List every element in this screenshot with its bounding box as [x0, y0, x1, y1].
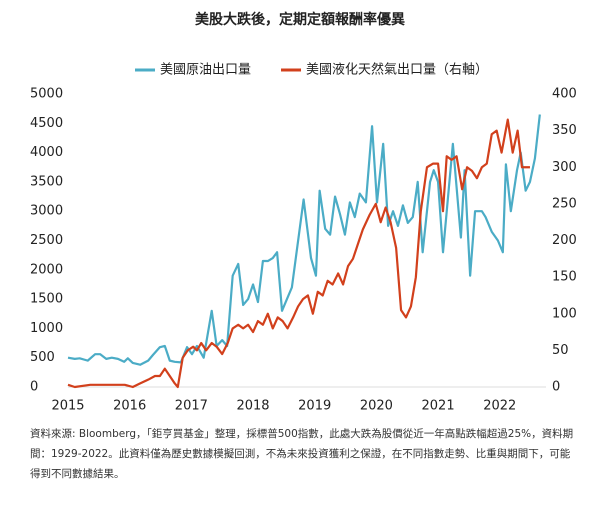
- x-tick-label: 2021: [422, 399, 455, 414]
- x-tick-label: 2022: [483, 399, 516, 414]
- y2-tick-label: 50: [552, 343, 569, 358]
- y2-tick-label: 350: [552, 123, 577, 138]
- y2-tick-label: 150: [552, 270, 577, 285]
- series-line: [67, 114, 541, 366]
- y-tick-label: 1000: [30, 321, 63, 336]
- x-tick-label: 2020: [360, 399, 393, 414]
- y-tick-label: 3500: [30, 174, 63, 189]
- y-tick-label: 0: [30, 380, 38, 395]
- y-tick-label: 2000: [30, 262, 63, 277]
- legend-label: 美國液化天然氣出口量（右軸）: [306, 62, 488, 78]
- y-tick-label: 4000: [30, 145, 63, 160]
- footnote: 間：1929-2022。此資料僅為歷史數據模擬回測，不為未來投資獲利之保證，在不…: [30, 447, 571, 460]
- y2-tick-label: 400: [552, 87, 577, 102]
- y2-tick-label: 0: [552, 380, 560, 395]
- footnote: 得到不同數據結果。: [30, 467, 125, 480]
- y2-tick-label: 300: [552, 160, 577, 175]
- y2-tick-label: 250: [552, 196, 577, 211]
- footnote: 資料來源: Bloomberg，「鉅亨買基金」整理，採標普500指數，此處大跌為…: [30, 427, 573, 440]
- y-tick-label: 4500: [30, 116, 63, 131]
- y-tick-label: 5000: [30, 87, 63, 102]
- y-tick-label: 3000: [30, 204, 63, 219]
- chart-title: 美股大跌後，定期定額報酬率優異: [195, 11, 405, 28]
- y2-tick-label: 100: [552, 306, 577, 321]
- x-tick-label: 2017: [175, 399, 208, 414]
- x-tick-label: 2019: [298, 399, 331, 414]
- x-tick-label: 2018: [236, 399, 269, 414]
- x-tick-label: 2015: [51, 399, 84, 414]
- y-tick-label: 2500: [30, 233, 63, 248]
- y2-tick-label: 200: [552, 233, 577, 248]
- x-tick-label: 2016: [113, 399, 146, 414]
- series-line: [67, 118, 530, 389]
- legend-label: 美國原油出口量: [160, 63, 251, 78]
- y-tick-label: 1500: [30, 292, 63, 307]
- y-tick-label: 500: [30, 350, 55, 365]
